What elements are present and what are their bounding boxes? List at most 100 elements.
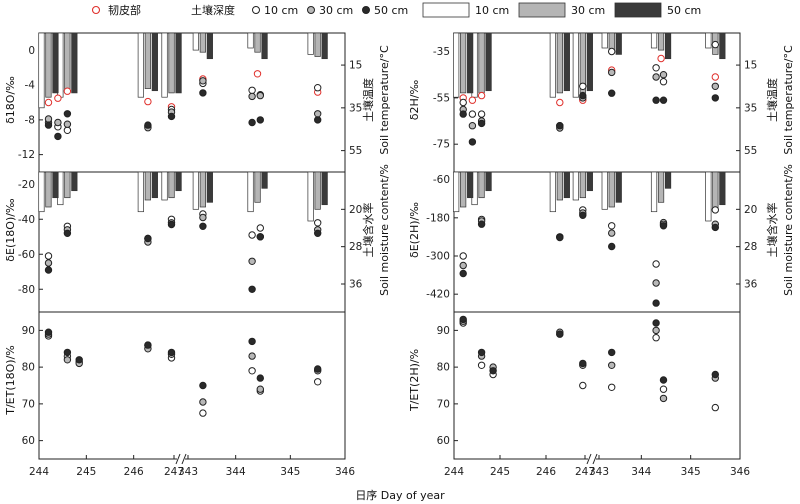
y-tick-label: 80 [437,362,450,374]
bar-30cm [657,171,665,203]
point-d50 [256,374,264,382]
y-tick-label: -80 [18,284,35,296]
soil-moist-tick-label: 20 [349,204,362,216]
bar-30cm [314,32,321,57]
bar-10cm [137,32,144,98]
point-d50 [256,116,264,124]
ylabel-t-et-18o: T/ET(18O)/% [4,345,17,416]
bar-50cm [615,32,622,55]
bar-30cm [64,171,71,199]
panel-delta2h: -35 -55 -75 15 35 55 [433,32,757,173]
x-tick-label: 245 [490,466,510,478]
point-d10 [314,84,322,92]
bar-30cm [712,171,719,210]
point-d30 [54,118,62,127]
soil-moist-tick-label: 36 [349,279,363,291]
bar-10cm [650,32,658,49]
legend-d30-label: 30 cm [319,4,353,17]
legend-bar30-label: 30 cm [571,4,605,17]
legend-bar30-swatch [518,2,566,18]
point-d50 [468,138,477,146]
bar-50cm [485,32,492,92]
point-d10 [248,231,256,239]
point-cuticle [63,87,72,95]
bar-30cm [199,32,206,53]
y-tick-label: -40 [18,214,35,226]
legend-cuticle-marker [91,5,101,15]
point-cuticle [44,98,53,107]
point-d10 [248,86,256,95]
point-d10 [44,252,53,260]
point-d10 [468,110,477,118]
point-d50 [314,116,322,124]
bar-50cm [151,171,158,199]
point-d50 [489,367,497,375]
point-d10 [314,219,322,227]
point-d50 [44,328,53,336]
point-d30 [63,356,72,364]
x-axis-title: 日序 Day of year [355,488,445,502]
bar-10cm [705,171,712,222]
y-tick-label: 90 [437,325,450,337]
axis-break-mark [181,453,187,465]
point-d10 [608,47,616,56]
bar-10cm [549,32,556,98]
ylabel-t-et-2h: T/ET(2H)/% [408,349,421,412]
bar-30cm [657,32,665,51]
ylabel-soil-moist-cn-left: 土壤含水率 [361,203,375,258]
point-d50 [248,337,256,346]
point-d10 [579,381,587,390]
point-d50 [314,365,322,373]
x-tick-label: 246 [124,466,144,478]
point-d50 [477,220,486,228]
point-d50 [256,233,264,241]
plot-frame [38,311,346,460]
point-d10 [652,334,660,342]
point-d50 [248,118,256,127]
bar-50cm [71,32,78,94]
point-cuticle [253,70,262,78]
point-d50 [556,122,564,130]
legend-d30-marker [307,6,315,14]
bar-10cm [307,32,314,55]
ylabel-delta18o: δ18O/‰ [4,76,17,124]
point-d10 [608,222,616,230]
bar-30cm [168,171,175,199]
point-d50 [711,94,719,102]
bar-50cm [206,171,213,203]
bar-50cm [485,171,492,192]
point-d30 [608,361,616,369]
point-d10 [652,260,660,268]
point-d30 [711,82,719,91]
point-d50 [44,121,53,129]
point-d10 [652,64,660,72]
point-d10 [459,98,467,107]
bar-10cm [247,32,254,49]
bar-30cm [460,32,467,94]
bar-30cm [45,171,52,208]
bar-50cm [615,171,622,203]
axis-break-mark [175,453,181,465]
point-d50 [459,110,467,118]
bar-10cm [192,171,199,210]
point-d50 [199,222,207,231]
x-tick-label: 344 [226,466,246,478]
plot-frame [453,311,741,460]
axis-break-mark [592,453,598,465]
point-d50 [477,119,486,128]
bar-50cm [321,32,328,60]
bar-10cm [650,171,658,213]
point-d10 [659,385,668,393]
point-d30 [248,92,256,101]
bar-50cm [175,32,182,94]
y-tick-label: -180 [426,212,450,224]
point-cuticle [556,98,564,107]
point-d50 [579,359,587,368]
x-tick-label: 244 [29,466,49,478]
axis-break-mark [586,453,592,465]
bar-50cm [175,171,182,192]
bar-30cm [314,171,321,210]
point-d30 [659,394,668,403]
bar-10cm [705,32,712,49]
